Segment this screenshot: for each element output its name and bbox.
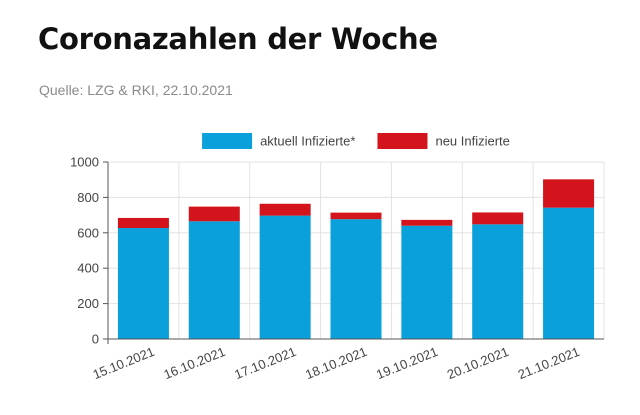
legend-swatch xyxy=(377,133,428,149)
y-tick-label: 200 xyxy=(77,296,99,311)
source-note: Quelle: LZG & RKI, 22.10.2021 xyxy=(39,82,233,98)
y-tick-label: 0 xyxy=(92,332,99,347)
x-tick-label: 20.10.2021 xyxy=(445,344,511,382)
x-tick-label: 17.10.2021 xyxy=(232,344,298,382)
bar-neu-infizierte xyxy=(401,219,453,226)
bar-aktuell-infizierte xyxy=(188,221,240,339)
x-tick-label: 18.10.2021 xyxy=(303,344,369,382)
bar-aktuell-infizierte xyxy=(117,228,169,339)
x-tick-label: 19.10.2021 xyxy=(374,344,440,382)
bar-aktuell-infizierte xyxy=(543,207,595,339)
bar-neu-infizierte xyxy=(117,217,169,229)
bar-neu-infizierte xyxy=(330,212,382,220)
legend-swatch xyxy=(202,133,253,149)
y-tick-label: 400 xyxy=(77,261,99,276)
legend-label: neu Infizierte xyxy=(435,134,509,149)
y-tick-label: 600 xyxy=(77,225,99,240)
x-tick-label: 15.10.2021 xyxy=(91,344,157,382)
bar-aktuell-infizierte xyxy=(330,219,382,339)
bar-aktuell-infizierte xyxy=(401,225,453,339)
x-tick-label: 21.10.2021 xyxy=(516,344,582,382)
bar-neu-infizierte xyxy=(543,179,595,208)
legend-label: aktuell Infizierte* xyxy=(260,134,355,149)
y-tick-label: 800 xyxy=(77,190,99,205)
bar-neu-infizierte xyxy=(259,203,311,216)
bar-aktuell-infizierte xyxy=(259,215,311,339)
y-tick-label: 1000 xyxy=(70,155,99,170)
page-title: Coronazahlen der Woche xyxy=(38,22,438,56)
bar-aktuell-infizierte xyxy=(472,224,524,339)
bar-neu-infizierte xyxy=(188,206,240,222)
x-tick-label: 16.10.2021 xyxy=(161,344,227,382)
bar-neu-infizierte xyxy=(472,212,524,225)
